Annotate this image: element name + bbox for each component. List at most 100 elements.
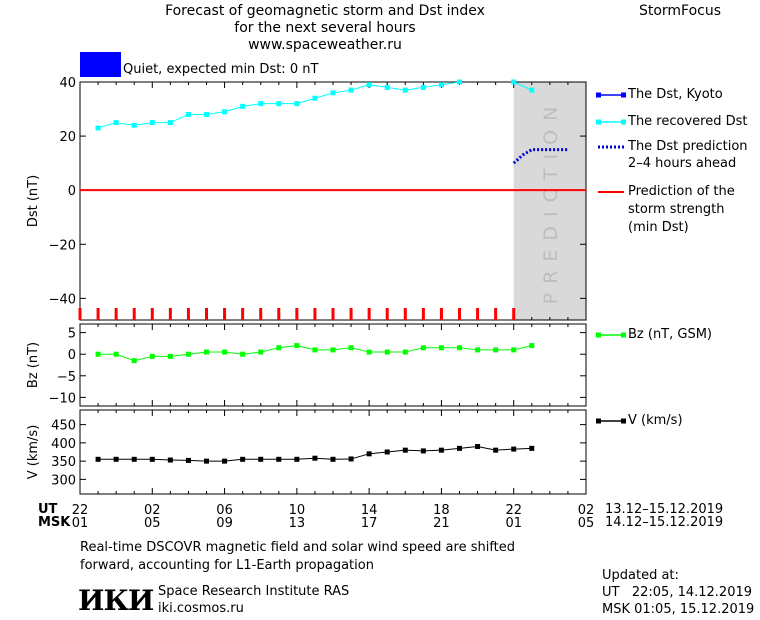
- dst-recovered-point: [366, 82, 372, 88]
- dst-recovered-segment: [116, 122, 135, 126]
- v-series-point: [95, 456, 101, 462]
- msk-tick-label: 09: [216, 516, 233, 531]
- bz-series-segment: [296, 345, 316, 351]
- dst-recovered-segment: [387, 86, 406, 91]
- storm-marker: [331, 308, 335, 320]
- bz-series-point: [493, 347, 499, 353]
- dst-recovered-point: [312, 95, 318, 101]
- institute-site: iki.cosmos.ru: [158, 601, 244, 616]
- bz-series-point: [185, 351, 191, 357]
- v-series-point: [475, 444, 481, 450]
- dst-recovered-point: [330, 90, 336, 96]
- dst-recovered-segment: [224, 105, 243, 113]
- storm-marker: [277, 308, 281, 320]
- dst-recovered-point: [402, 87, 408, 93]
- bz-series-segment: [224, 351, 243, 355]
- v-series-point: [312, 455, 318, 461]
- dst-recovered-point: [529, 87, 535, 93]
- legend-kyoto-symbol-marker: [596, 92, 601, 98]
- dst-recovered-segment: [441, 81, 460, 86]
- v-series-point: [185, 457, 191, 463]
- v-series-point: [131, 456, 137, 462]
- v-series-segment: [423, 449, 442, 452]
- v-series-segment: [314, 457, 334, 460]
- dst-recovered-point: [113, 120, 119, 126]
- iki-logo: ИКИ: [78, 584, 154, 617]
- v-series-point: [420, 448, 426, 454]
- dst-ytick-label: 40: [59, 76, 76, 91]
- bz-series-point: [240, 351, 246, 357]
- bz-series-segment: [260, 347, 279, 353]
- v-series-segment: [387, 449, 406, 453]
- v-series-point: [529, 445, 535, 451]
- bz-series-point: [149, 353, 155, 359]
- dst-recovered-segment: [350, 84, 370, 91]
- legend-v-symbol-marker: [621, 418, 626, 424]
- v-series-segment: [296, 457, 315, 460]
- v-series-point: [240, 456, 246, 462]
- status-color-swatch: [80, 52, 121, 77]
- msk-label: MSK: [38, 515, 71, 530]
- dst-recovered-point: [167, 120, 173, 126]
- bz-series-segment: [278, 345, 297, 349]
- status-text: Quiet, expected min Dst: 0 nT: [123, 62, 319, 77]
- dst-recovered-segment: [134, 122, 153, 126]
- bz-series-segment: [459, 347, 478, 351]
- storm-marker: [512, 308, 516, 320]
- msk-tick-label: 01: [72, 516, 89, 531]
- storm-marker: [421, 308, 425, 320]
- v-series-segment: [441, 447, 460, 451]
- v-series-segment: [459, 446, 478, 449]
- dst-recovered-segment: [170, 113, 189, 124]
- storm-marker: [223, 308, 227, 320]
- dst-recovered-point: [240, 103, 246, 109]
- chart-title-line2: for the next several hours: [234, 20, 416, 36]
- storm-marker: [114, 308, 118, 320]
- bz-series-segment: [242, 351, 261, 355]
- dst-recovered-segment: [296, 97, 316, 105]
- dst-recovered-segment: [405, 86, 424, 91]
- v-series-segment: [495, 448, 514, 451]
- legend-storm-line3: (min Dst): [628, 220, 689, 235]
- bz-ytick-label: 5: [68, 327, 76, 342]
- storm-marker: [403, 308, 407, 320]
- bz-ylabel: Bz (nT): [26, 342, 41, 388]
- bz-ytick-label: −5: [57, 370, 76, 385]
- legend-v: V (km/s): [628, 413, 683, 428]
- legend-bz: Bz (nT, GSM): [628, 327, 713, 342]
- v-ytick-label: 350: [51, 455, 76, 470]
- v-series-point: [276, 456, 282, 462]
- bz-series-point: [222, 349, 228, 355]
- dst-recovered-point: [276, 101, 282, 107]
- bz-series-point: [475, 347, 481, 353]
- v-series-point: [167, 457, 173, 463]
- brand-label: StormFocus: [638, 3, 722, 19]
- ut-tick-label: 02: [144, 503, 161, 518]
- storm-marker: [96, 308, 100, 320]
- prediction-band-label: PREDICTION: [540, 98, 562, 305]
- website-label: www.spaceweather.ru: [248, 37, 402, 53]
- bz-series-point: [529, 343, 535, 349]
- bz-series-point: [276, 345, 282, 351]
- v-series-point: [113, 456, 119, 462]
- msk-tick-label: 21: [433, 516, 450, 531]
- chart-title-line1: Forecast of geomagnetic storm and Dst in…: [165, 3, 485, 19]
- ut-tick-label: 22: [505, 503, 522, 518]
- msk-tick-label: 13: [289, 516, 306, 531]
- bz-series-point: [258, 349, 264, 355]
- bz-ytick-label: −10: [49, 391, 76, 406]
- legend-dst-kyoto: The Dst, Kyoto: [628, 87, 723, 102]
- ut-tick-label: 22: [72, 503, 89, 518]
- v-series-point: [402, 447, 408, 453]
- legend-v-symbol-marker: [596, 418, 601, 424]
- bz-series-point: [167, 353, 173, 359]
- msk-tick-label: 05: [144, 516, 161, 531]
- dst-recovered-segment: [314, 92, 334, 99]
- institute-name: Space Research Institute RAS: [158, 584, 350, 599]
- bz-series-segment: [350, 347, 370, 353]
- bz-series-point: [438, 345, 444, 351]
- ut-range: 13.12–15.12.2019: [605, 502, 724, 517]
- v-series-point: [438, 447, 444, 453]
- bz-series-point: [95, 351, 101, 357]
- updated-label: Updated at:: [602, 568, 679, 583]
